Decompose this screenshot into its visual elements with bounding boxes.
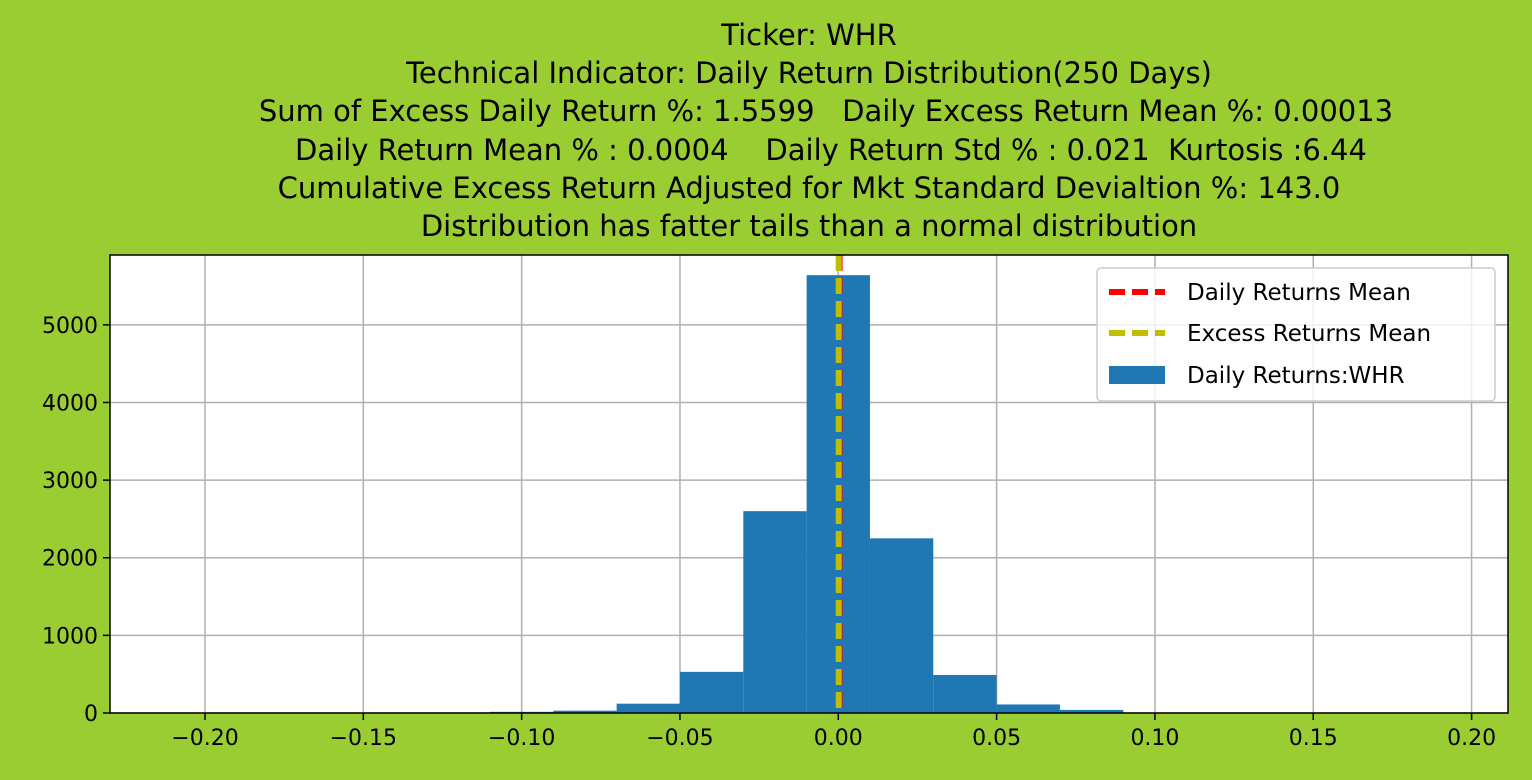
x-tick-label: −0.05 xyxy=(646,726,713,751)
y-tick-label: 3000 xyxy=(42,469,98,494)
x-tick-label: 0.00 xyxy=(814,726,863,751)
mean-lines xyxy=(835,255,843,713)
x-tick-label: 0.15 xyxy=(1289,726,1338,751)
legend-label-daily-returns: Daily Returns:WHR xyxy=(1187,363,1405,389)
title-line-return-stats: Daily Return Mean % : 0.0004 Daily Retur… xyxy=(295,133,1367,167)
x-tick-label: 0.20 xyxy=(1447,726,1496,751)
histogram-bar-13 xyxy=(996,704,1060,713)
x-tick-label: −0.15 xyxy=(330,726,397,751)
histogram-bar-9 xyxy=(743,511,807,713)
chart-title: Ticker: WHR Technical Indicator: Daily R… xyxy=(259,18,1393,243)
legend-label-excess-mean: Excess Returns Mean xyxy=(1187,321,1431,347)
y-tick-label: 0 xyxy=(84,702,98,727)
title-line-indicator: Technical Indicator: Daily Return Distri… xyxy=(405,56,1212,90)
y-tick-label: 4000 xyxy=(42,391,98,416)
y-tick-label: 2000 xyxy=(42,547,98,572)
title-line-cumulative: Cumulative Excess Return Adjusted for Mk… xyxy=(278,171,1341,205)
histogram-bar-7 xyxy=(616,703,680,713)
legend-swatch-daily-returns xyxy=(1109,366,1165,384)
x-axis-ticks: −0.20 −0.15 −0.10 −0.05 0.00 0.05 0.10 0.15 0.20 xyxy=(171,713,1496,751)
y-tick-label: 5000 xyxy=(42,314,98,339)
x-tick-label: −0.20 xyxy=(171,726,238,751)
y-tick-label: 1000 xyxy=(42,624,98,649)
x-tick-label: 0.10 xyxy=(1130,726,1179,751)
histogram-bar-11 xyxy=(869,538,934,713)
legend-box xyxy=(1096,267,1496,402)
title-line-ticker: Ticker: WHR xyxy=(720,18,896,52)
x-tick-label: −0.10 xyxy=(488,726,555,751)
y-axis-ticks: 0 1000 2000 3000 4000 5000 xyxy=(42,314,110,727)
legend-label-daily-mean: Daily Returns Mean xyxy=(1187,280,1411,306)
histogram-bar-8 xyxy=(679,671,744,713)
histogram-bar-12 xyxy=(933,674,997,713)
x-tick-label: 0.05 xyxy=(972,726,1021,751)
plot-frame xyxy=(109,254,1509,714)
histogram-bar-6 xyxy=(553,710,617,713)
title-line-excess-sum: Sum of Excess Daily Return %: 1.5599 Dai… xyxy=(259,94,1393,128)
title-line-tails: Distribution has fatter tails than a nor… xyxy=(421,209,1197,243)
legend: Daily Returns Mean Excess Returns Mean D… xyxy=(1096,267,1496,402)
histogram-bar-14 xyxy=(1059,709,1124,713)
